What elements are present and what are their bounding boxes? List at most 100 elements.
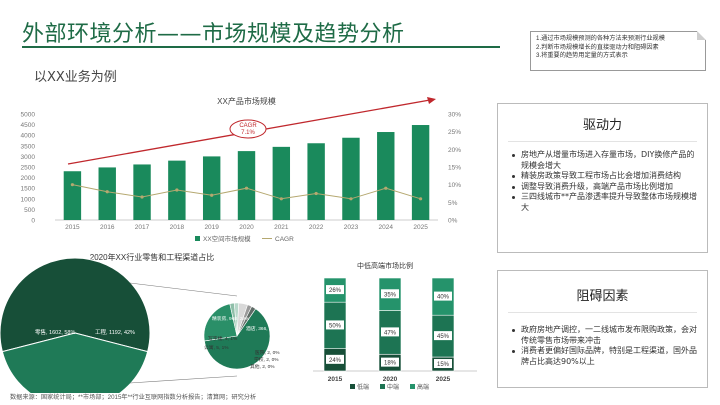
x-tick-label: 2019 xyxy=(204,224,219,231)
x-tick-label: 2021 xyxy=(274,224,289,231)
data-label-bg xyxy=(326,320,344,330)
drivers-panel: 驱动力 房地产从增量市场进入存量市场，DIY换修产品的规模会增大 精装房政策导致… xyxy=(497,103,708,253)
legend-swatch xyxy=(195,236,200,241)
y-right-tick-label: 10% xyxy=(448,182,461,189)
list-item: 调整导致消费升级，高端产品市场比例增加 xyxy=(512,182,697,193)
legend-label: CAGR xyxy=(275,236,294,243)
y-right-tick-label: 30% xyxy=(448,112,461,119)
bar xyxy=(377,132,395,220)
pie-label: 零售, 1602, 58% xyxy=(35,328,75,336)
cagr-callout-value: 7.1% xyxy=(241,130,255,136)
data-label: 15% xyxy=(437,362,450,368)
cagr-point xyxy=(105,190,109,194)
y-left-tick-label: 5000 xyxy=(21,112,36,119)
pie-label: 酒店, 366, 11% xyxy=(246,325,279,332)
legend-swatch xyxy=(380,384,385,389)
x-tick-label: 2016 xyxy=(100,224,115,231)
pie-label: 学校, 2, 0% xyxy=(254,356,279,363)
x-tick-label: 2015 xyxy=(65,224,80,231)
drivers-list: 房地产从增量市场进入存量市场，DIY换修产品的规模会增大 精装房政策导致工程市场… xyxy=(498,142,707,213)
bar xyxy=(237,151,256,220)
x-tick-label: 2024 xyxy=(379,224,394,231)
cagr-point xyxy=(210,193,214,197)
note-line: 3.将重要的趋势用定量的方式表示 xyxy=(536,52,628,59)
cagr-point xyxy=(314,191,318,196)
pie-label: 公寓, 5, 1% xyxy=(204,344,229,351)
x-tick-label: 2025 xyxy=(413,224,428,231)
bar xyxy=(307,143,325,220)
pie-label: 其他, 2, 0% xyxy=(250,363,275,370)
legend-label: 高端 xyxy=(417,383,429,391)
connector-line xyxy=(129,282,238,297)
pie-label: 写字楼, 4, 1% xyxy=(208,335,238,342)
chart-title: XX产品市场规模 xyxy=(217,96,276,106)
barriers-title: 阻碍因素 xyxy=(576,289,629,304)
pie-slice xyxy=(236,306,257,337)
source-footnote: 数据来源：国家统计局；**市场部；2015年**行业互联网指数分析报告；清算网；… xyxy=(10,394,257,401)
cagr-point xyxy=(244,186,249,190)
y-left-tick-label: 0 xyxy=(31,218,35,225)
list-item: 三四线城市**产品渗透率提升导致整体市场规模增大 xyxy=(512,192,697,213)
y-right-tick-label: 20% xyxy=(448,147,461,154)
y-left-tick-label: 3000 xyxy=(21,154,36,161)
cagr-point xyxy=(175,188,179,192)
page-subtitle: 以XX业务为例 xyxy=(34,70,117,85)
x-tick-label: 2022 xyxy=(309,224,324,231)
legend-swatch xyxy=(410,384,415,389)
pie-slice xyxy=(203,303,238,342)
data-label-bg xyxy=(326,354,344,364)
barriers-divider xyxy=(508,312,697,313)
bar xyxy=(202,156,221,220)
y-right-tick-label: 5% xyxy=(448,200,458,207)
data-label: 50% xyxy=(329,323,342,329)
connector-line xyxy=(129,375,238,384)
data-label-bg xyxy=(434,331,452,341)
drivers-title: 驱动力 xyxy=(582,118,622,133)
note-box: 1.通过市场规模预测的各种方法来预测行业规模 2.判断市场规模增长的直接驱动力和… xyxy=(530,31,706,71)
data-label: 18% xyxy=(384,361,397,367)
trend-arrowhead xyxy=(427,97,436,104)
title-rule xyxy=(22,46,500,48)
y-left-tick-label: 1500 xyxy=(21,186,36,193)
cagr-point xyxy=(140,195,144,199)
data-label-bg xyxy=(434,359,452,369)
y-left-tick-label: 2500 xyxy=(21,165,36,172)
list-item: 消费者更偏好国际品牌，特别是工程渠道，国外品牌占比高达90%以上 xyxy=(512,346,697,367)
data-label-bg xyxy=(434,291,452,301)
pie-label: 精装房, 968, 29% xyxy=(212,315,250,322)
x-tick-label: 2023 xyxy=(344,224,359,231)
bar xyxy=(98,167,116,220)
x-tick-label: 2015 xyxy=(328,376,343,383)
data-label: 26% xyxy=(329,288,342,294)
data-label-bg xyxy=(326,285,344,295)
cagr-callout-label: CAGR xyxy=(239,123,257,129)
y-left-tick-label: 2000 xyxy=(21,175,36,182)
drivers-divider xyxy=(508,141,697,142)
tier-stacked-chart: 中低高端市场比例 24% 50% 26% 2015 18% 47% 35% 2020 15% 45%… xyxy=(313,261,477,391)
pie-slice xyxy=(0,257,151,353)
stack-title: 中低高端市场比例 xyxy=(357,261,413,270)
cagr-point xyxy=(418,197,423,201)
y-right-tick-label: 0% xyxy=(448,218,458,225)
y-left-tick-label: 3500 xyxy=(21,143,36,150)
data-label: 47% xyxy=(384,330,397,336)
legend-label: 中端 xyxy=(387,383,399,391)
pie-label: 医院, 2, 0% xyxy=(255,349,280,356)
bar xyxy=(133,164,151,220)
y-right-tick-label: 25% xyxy=(448,129,461,136)
bar xyxy=(411,125,430,220)
data-label: 35% xyxy=(384,292,397,298)
x-tick-label: 2020 xyxy=(239,224,254,231)
cagr-point xyxy=(70,183,75,187)
x-tick-label: 2018 xyxy=(170,224,185,231)
cagr-callout xyxy=(229,119,267,139)
page-title: 外部环境分析——市场规模及趋势分析 xyxy=(22,22,405,47)
cagr-point xyxy=(384,186,388,190)
data-label-bg xyxy=(381,357,399,367)
list-item: 政府房地产调控，一二线城市发布限购政策，会对传统零售市场带来冲击 xyxy=(512,325,697,346)
data-label: 40% xyxy=(437,295,450,301)
list-item: 精装房政策导致工程市场占比会增加消费结构 xyxy=(512,171,697,182)
y-left-tick-label: 4500 xyxy=(21,122,36,129)
data-label-bg xyxy=(381,289,399,299)
